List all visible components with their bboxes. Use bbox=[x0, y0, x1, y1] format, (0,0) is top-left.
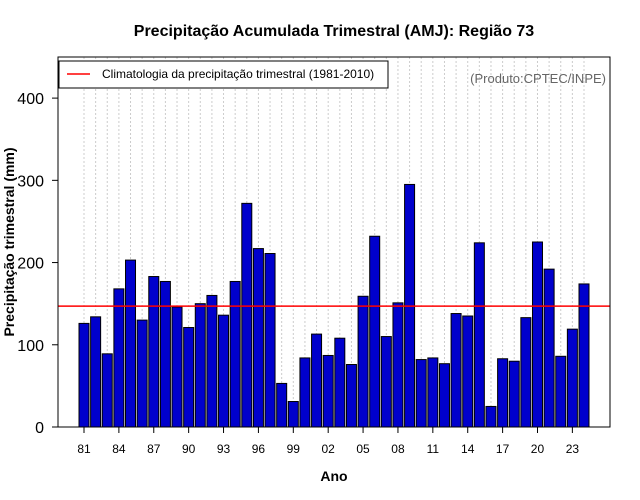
bar-2000 bbox=[299, 357, 311, 428]
bar-1981 bbox=[78, 322, 90, 428]
y-tick-label: 100 bbox=[17, 338, 44, 355]
bar-1982 bbox=[90, 316, 102, 428]
x-axis-label: Ano bbox=[320, 468, 347, 484]
bar-2006 bbox=[369, 235, 381, 428]
y-tick-label: 300 bbox=[17, 173, 44, 190]
bar-2004 bbox=[345, 364, 357, 428]
x-tick-label: 96 bbox=[252, 442, 266, 456]
bar-1984 bbox=[113, 288, 125, 428]
bar-2015 bbox=[473, 242, 485, 428]
bar-2008 bbox=[392, 302, 404, 428]
bar-2010 bbox=[415, 359, 427, 428]
source-note: (Produto:CPTEC/INPE) bbox=[470, 71, 606, 86]
bar-2022 bbox=[555, 355, 567, 428]
legend: Climatologia da precipitação trimestral … bbox=[58, 60, 389, 89]
x-tick-label: 20 bbox=[531, 442, 545, 456]
bar-1990 bbox=[183, 327, 195, 428]
x-tick-label: 87 bbox=[147, 442, 161, 456]
chart-title: Precipitação Acumulada Trimestral (AMJ):… bbox=[134, 23, 535, 40]
bar-1997 bbox=[264, 253, 276, 428]
bar-1991 bbox=[194, 303, 206, 428]
y-axis-label: Precipitação trimestral (mm) bbox=[1, 147, 17, 336]
bar-1996 bbox=[252, 248, 264, 428]
bar-2020 bbox=[531, 241, 543, 428]
x-tick-label: 05 bbox=[356, 442, 370, 456]
x-tick-label: 08 bbox=[391, 442, 405, 456]
bar-2002 bbox=[322, 354, 334, 428]
bar-2007 bbox=[380, 336, 392, 428]
bar-2003 bbox=[334, 337, 346, 428]
bar-2005 bbox=[357, 295, 369, 428]
bar-1989 bbox=[171, 306, 183, 428]
bar-2001 bbox=[311, 333, 323, 428]
x-tick-label: 23 bbox=[566, 442, 580, 456]
legend-box bbox=[58, 60, 389, 89]
x-tick-label: 99 bbox=[287, 442, 301, 456]
bar-2018 bbox=[508, 360, 520, 428]
bar-1985 bbox=[125, 259, 137, 428]
x-tick-label: 84 bbox=[112, 442, 126, 456]
bar-1998 bbox=[276, 382, 288, 428]
y-tick-label: 200 bbox=[17, 256, 44, 273]
bar-1999 bbox=[287, 401, 299, 428]
bar-2016 bbox=[485, 405, 497, 428]
x-tick-label: 14 bbox=[461, 442, 475, 456]
bar-1995 bbox=[241, 202, 253, 428]
x-tick-label: 81 bbox=[77, 442, 91, 456]
bar-2017 bbox=[497, 358, 509, 428]
x-tick-label: 17 bbox=[496, 442, 510, 456]
bar-2012 bbox=[438, 363, 450, 428]
x-tick-label: 11 bbox=[427, 442, 440, 456]
x-tick-label: 02 bbox=[322, 442, 336, 456]
bar-2021 bbox=[543, 268, 555, 428]
bar-1986 bbox=[136, 319, 148, 428]
bar-1983 bbox=[101, 353, 113, 428]
bar-2023 bbox=[566, 328, 578, 428]
legend-label: Climatologia da precipitação trimestral … bbox=[102, 67, 374, 81]
y-axis: 0 100 200 300 400 bbox=[17, 57, 59, 437]
x-axis: 81 84 87 90 93 96 99 02 05 08 11 14 17 20 23 bbox=[77, 426, 584, 456]
x-tick-label: 90 bbox=[182, 442, 196, 456]
bar-1987 bbox=[148, 276, 160, 428]
y-tick-label: 400 bbox=[17, 91, 44, 108]
y-tick-label: 0 bbox=[35, 420, 44, 437]
bar-2014 bbox=[462, 315, 474, 428]
bar-1993 bbox=[218, 314, 230, 428]
bar-2019 bbox=[520, 317, 532, 428]
bar-1988 bbox=[159, 280, 171, 428]
bar-1992 bbox=[206, 294, 218, 428]
bar-2013 bbox=[450, 313, 462, 428]
bar-2011 bbox=[427, 357, 439, 428]
x-tick-label: 93 bbox=[217, 442, 231, 456]
bar-1994 bbox=[229, 280, 241, 428]
